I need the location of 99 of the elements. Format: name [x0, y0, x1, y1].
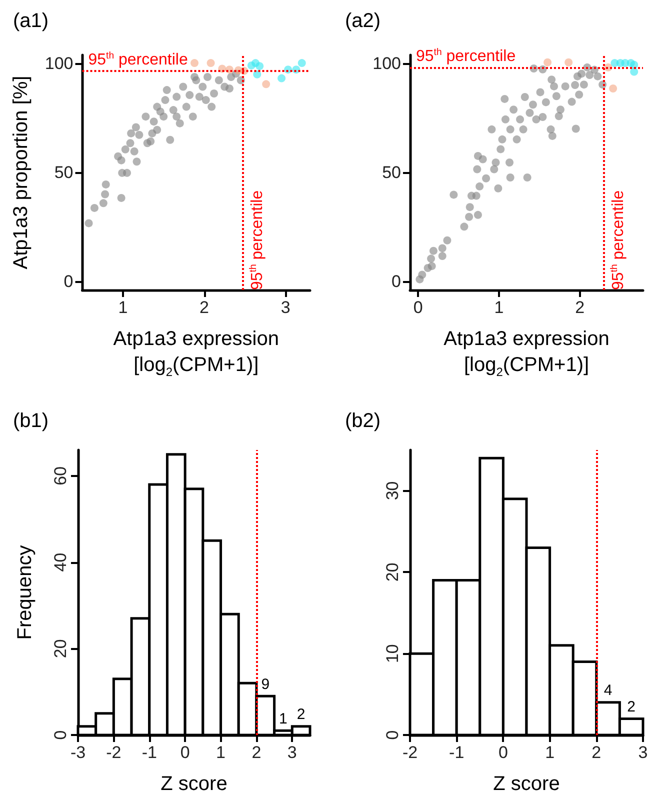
x-tick-label: 0: [413, 298, 423, 317]
x-tick-label: -3: [70, 743, 86, 762]
point: [127, 129, 136, 138]
ref-line-label: 95th percentile: [608, 190, 627, 290]
point: [214, 76, 223, 84]
x-tick-label: 1: [494, 298, 504, 317]
x-tick-label: -2: [402, 743, 418, 762]
point: [206, 59, 215, 68]
y-tick-label: 20: [383, 562, 402, 582]
point: [176, 119, 184, 128]
point: [84, 219, 93, 228]
point: [544, 58, 552, 66]
point: [142, 112, 150, 121]
point: [182, 102, 190, 111]
point: [256, 62, 264, 70]
y-tick-label: 50: [382, 163, 401, 182]
point: [210, 90, 218, 98]
chart-title: (b2): [345, 410, 381, 432]
point: [135, 130, 144, 139]
point: [190, 59, 199, 68]
point: [162, 86, 171, 94]
point: [278, 74, 286, 82]
point: [161, 96, 170, 104]
point: [172, 92, 181, 101]
data-label: 9: [261, 676, 270, 693]
point: [166, 136, 174, 144]
x-tick-label: 2: [575, 298, 585, 317]
point: [126, 139, 134, 148]
x-tick-label: 3: [638, 743, 648, 762]
chart-title: (a2): [345, 10, 381, 32]
y-tick-label: 40: [51, 552, 70, 572]
x-axis-title: Z score: [493, 773, 560, 795]
point: [298, 59, 306, 68]
x-tick-label: 1: [118, 298, 128, 317]
chart-title: (a1): [13, 10, 49, 32]
point: [202, 96, 210, 104]
point: [102, 180, 110, 188]
x-tick-label: 2: [200, 298, 209, 317]
point: [153, 126, 162, 134]
x-tick-label: 3: [287, 743, 297, 762]
y-tick-label: 100: [44, 54, 74, 74]
y-axis-title: Frequency: [14, 545, 36, 640]
point: [198, 82, 207, 91]
x-tick-label: 3: [280, 298, 290, 317]
x-tick-label: 2: [592, 743, 602, 762]
point: [130, 147, 138, 156]
data-label: 1: [279, 710, 288, 728]
y-tick-label: 0: [51, 730, 70, 740]
y-tick-label: 0: [64, 272, 74, 291]
y-tick-label: 10: [383, 644, 402, 664]
x-tick-label: -1: [449, 743, 464, 762]
y-tick-label: 60: [51, 466, 70, 486]
y-axis-title: Atp1a3 proportion [%]: [10, 76, 32, 270]
point: [123, 168, 131, 177]
point: [253, 70, 262, 78]
x-tick-label: -2: [106, 743, 122, 762]
y-tick-label: 50: [54, 163, 74, 182]
point: [90, 204, 98, 212]
point: [121, 145, 130, 154]
point: [262, 80, 270, 88]
y-tick-label: 20: [51, 639, 70, 658]
y-tick-label: 0: [392, 272, 401, 291]
data-label: 2: [296, 706, 306, 724]
point: [169, 106, 178, 114]
point: [564, 58, 573, 66]
point: [195, 92, 204, 101]
point: [225, 84, 234, 93]
y-tick-label: 100: [372, 54, 401, 74]
data-label: 4: [604, 682, 612, 700]
y-tick-label: 30: [383, 481, 402, 500]
ref-line-label: 95th percentile: [248, 190, 266, 290]
point: [630, 68, 638, 76]
point: [609, 84, 618, 93]
point: [146, 137, 155, 146]
x-tick-label: 1: [216, 743, 226, 762]
point: [99, 199, 108, 208]
x-tick-label: 2: [252, 743, 262, 762]
point: [204, 72, 212, 81]
x-tick-label: 1: [545, 743, 555, 762]
point: [117, 156, 126, 164]
point: [117, 194, 126, 202]
y-tick-label: 0: [383, 730, 402, 740]
point: [208, 102, 216, 111]
chart-title: (b1): [13, 410, 49, 432]
point: [150, 118, 158, 126]
x-tick-label: 0: [180, 743, 190, 762]
x-axis-title: Z score: [160, 773, 228, 795]
point: [179, 82, 188, 91]
point: [132, 123, 140, 132]
point: [156, 108, 164, 116]
x-tick-label: 0: [498, 743, 508, 762]
point: [186, 91, 194, 100]
point: [101, 190, 110, 198]
point: [188, 112, 197, 121]
point: [172, 112, 181, 121]
point: [190, 72, 199, 81]
data-label: 2: [627, 698, 636, 716]
x-tick-label: -1: [142, 743, 157, 762]
point: [132, 158, 141, 166]
